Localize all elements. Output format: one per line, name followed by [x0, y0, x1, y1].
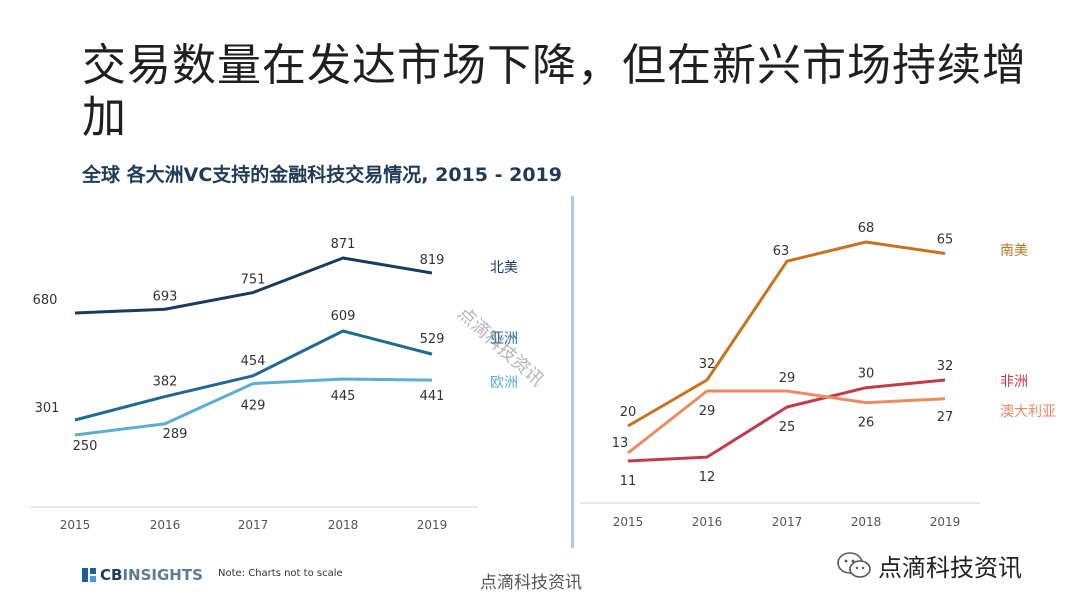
data-label: 11	[620, 474, 637, 489]
cbinsights-logo-text: CBINSIGHTS	[100, 566, 203, 584]
data-label: 445	[331, 389, 356, 404]
x-tick-label: 2017	[772, 515, 803, 529]
series-label: 澳大利亚	[1000, 404, 1056, 420]
x-tick-label: 2018	[328, 518, 359, 532]
series-line	[627, 240, 946, 428]
bottom-watermark: 点滴科技资讯	[480, 573, 582, 593]
wechat-badge: 点滴科技资讯	[836, 548, 1022, 583]
series-label: 亚洲	[490, 331, 518, 347]
page-title: 交易数量在发达市场下降，但在新兴市场持续增加	[82, 40, 1027, 143]
data-label: 25	[779, 420, 796, 435]
data-label: 751	[241, 273, 266, 288]
chart-subtitle: 全球 各大洲VC支持的金融科技交易情况, 2015 - 2019	[82, 164, 562, 186]
series-label: 欧洲	[490, 375, 518, 391]
x-tick-label: 2018	[851, 515, 882, 529]
x-tick-label: 2016	[692, 515, 723, 529]
series-label: 北美	[490, 260, 518, 276]
data-label: 289	[163, 427, 188, 442]
data-label: 693	[153, 289, 178, 304]
x-tick-label: 2015	[613, 515, 644, 529]
page-number: 11	[982, 565, 996, 578]
data-label: 65	[937, 233, 954, 248]
x-tick-label: 2015	[60, 518, 91, 532]
cbinsights-logo: CBINSIGHTS	[82, 566, 203, 584]
data-label: 32	[937, 359, 954, 374]
chart-divider	[571, 196, 574, 548]
data-label: 429	[241, 399, 266, 414]
data-label: 382	[153, 375, 178, 390]
series-line	[627, 378, 946, 463]
data-label: 27	[937, 410, 954, 425]
data-label: 680	[33, 293, 58, 308]
data-label: 29	[699, 404, 716, 419]
x-tick-label: 2016	[150, 518, 181, 532]
x-tick-label: 2019	[930, 515, 961, 529]
data-label: 30	[858, 367, 875, 382]
series-label: 非洲	[1000, 374, 1028, 390]
x-tick-label: 2019	[417, 518, 448, 532]
data-label: 454	[241, 354, 266, 369]
data-label: 13	[612, 436, 629, 451]
data-label: 68	[858, 221, 875, 236]
data-label: 441	[420, 389, 445, 404]
data-label: 871	[331, 237, 356, 252]
series-line	[74, 329, 433, 422]
data-label: 12	[699, 470, 716, 485]
data-label: 63	[773, 244, 790, 259]
x-tick-label: 2017	[238, 518, 269, 532]
data-label: 301	[35, 401, 60, 416]
data-label: 609	[331, 309, 356, 324]
series-line	[74, 377, 433, 437]
data-label: 29	[779, 371, 796, 386]
data-label: 32	[699, 357, 716, 372]
data-label: 20	[620, 405, 637, 420]
footer-note: Note: Charts not to scale	[218, 568, 343, 579]
series-line	[627, 389, 946, 455]
data-label: 819	[420, 253, 445, 268]
data-label: 26	[858, 416, 875, 431]
series-label: 南美	[1000, 243, 1028, 259]
data-label: 250	[73, 439, 98, 454]
wechat-icon	[837, 551, 871, 578]
cbinsights-logo-icon	[82, 568, 96, 582]
wechat-account-name: 点滴科技资讯	[878, 554, 1022, 582]
series-line	[74, 256, 433, 315]
data-label: 529	[420, 332, 445, 347]
